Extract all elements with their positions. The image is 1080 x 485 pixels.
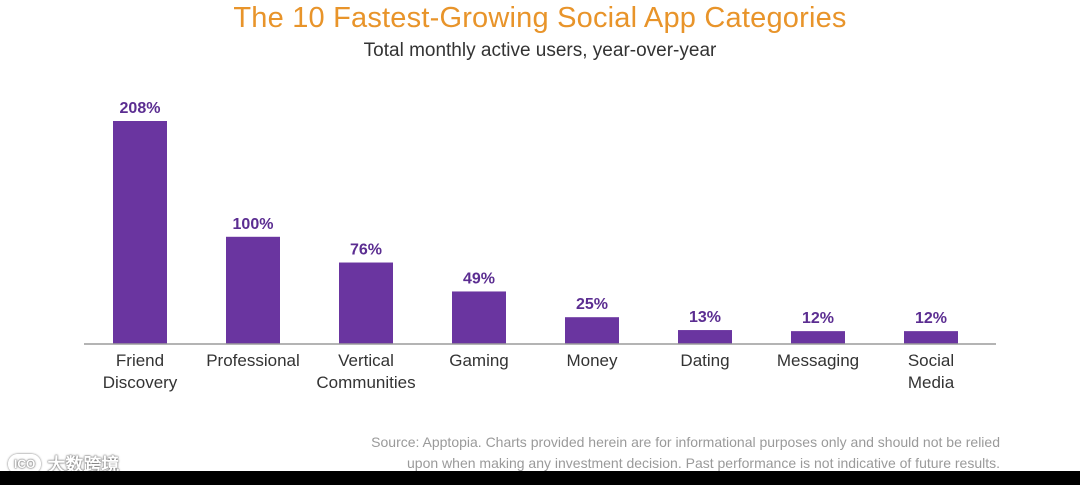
bar-1	[113, 121, 167, 344]
value-label-8: 12%	[915, 310, 947, 327]
category-label-1-line-1: Friend	[116, 351, 164, 370]
value-label-7: 12%	[802, 310, 834, 327]
watermark-text: 大数跨境	[47, 455, 120, 475]
category-label-7-line-1: Messaging	[777, 351, 859, 370]
bar-3	[339, 262, 393, 344]
source-line-2: upon when making any investment decision…	[407, 455, 1000, 471]
value-label-1: 208%	[120, 100, 161, 117]
bar-8	[904, 331, 958, 344]
category-label-5-line-1: Money	[566, 351, 618, 370]
value-label-6: 13%	[689, 309, 721, 326]
bar-5	[565, 317, 619, 344]
source-note: Source: Apptopia. Charts provided herein…	[250, 432, 1000, 474]
watermark: ICO 大数跨境	[8, 449, 119, 479]
category-label-2-line-1: Professional	[206, 351, 300, 370]
bar-chart: 208% Friend Discovery 100% Professional 76% Ve…	[84, 100, 996, 392]
bar-2	[226, 236, 280, 344]
bottom-bar	[0, 471, 1080, 485]
category-label-1-line-2: Discovery	[103, 373, 178, 392]
value-label-3: 76%	[350, 242, 382, 259]
chart-title: The 10 Fastest-Growing Social App Catego…	[233, 2, 847, 34]
chart-subtitle: Total monthly active users, year-over-ye…	[363, 40, 717, 61]
category-label-6-line-1: Dating	[680, 351, 729, 370]
category-label-3-line-1: Vertical	[338, 351, 394, 370]
value-label-4: 49%	[463, 270, 495, 287]
value-label-2: 100%	[233, 216, 274, 233]
source-line-1: Source: Apptopia. Charts provided herein…	[371, 434, 1000, 450]
bar-6	[678, 330, 732, 344]
bar-4	[452, 291, 506, 344]
category-label-3-line-2: Communities	[316, 373, 415, 392]
bar-7	[791, 331, 845, 344]
category-label-8-line-2: Media	[908, 373, 955, 392]
value-label-5: 25%	[576, 296, 608, 313]
category-label-8-line-1: Social	[908, 351, 954, 370]
category-label-4-line-1: Gaming	[449, 351, 509, 370]
